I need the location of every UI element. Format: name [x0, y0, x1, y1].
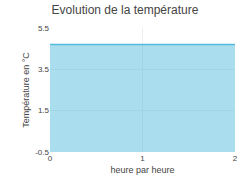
svg-text:1.5: 1.5: [38, 106, 50, 115]
svg-text:5.5: 5.5: [38, 24, 50, 33]
svg-text:heure par heure: heure par heure: [110, 165, 174, 175]
svg-text:3.5: 3.5: [38, 65, 50, 74]
svg-text:0: 0: [48, 154, 53, 163]
svg-text:Evolution de la température: Evolution de la température: [52, 3, 199, 17]
svg-text:-0.5: -0.5: [35, 148, 49, 157]
svg-text:2: 2: [233, 154, 238, 163]
svg-text:1: 1: [140, 154, 145, 163]
svg-text:Température en °C: Température en °C: [21, 52, 31, 128]
